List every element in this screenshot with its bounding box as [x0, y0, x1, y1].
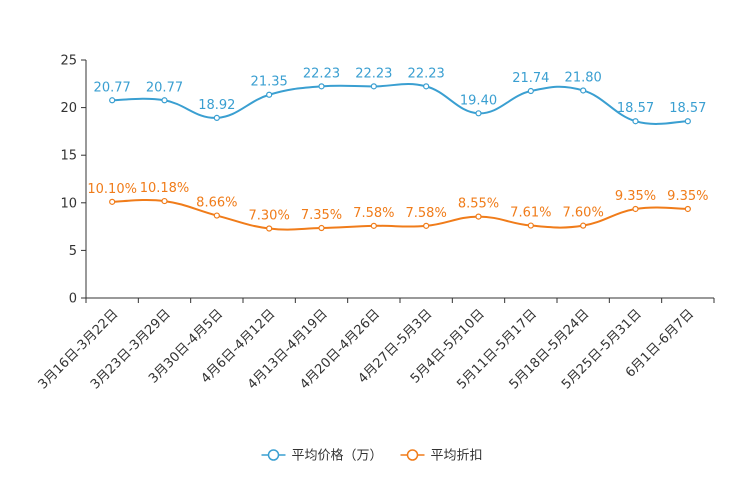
data-label: 7.58% [353, 206, 394, 221]
y-tick-label: 25 [60, 54, 77, 69]
discount-series-line [112, 199, 688, 231]
data-label: 18.57 [617, 101, 654, 116]
data-point[interactable] [109, 97, 116, 104]
data-label: 19.40 [460, 93, 497, 108]
data-label: 20.77 [146, 80, 183, 95]
data-point[interactable] [266, 225, 273, 232]
data-point[interactable] [632, 205, 639, 213]
y-tick-label: 10 [60, 196, 77, 211]
data-point[interactable] [632, 118, 639, 125]
data-label: 8.66% [196, 196, 237, 211]
discount-series: 10.10% 10.18% 8.66% 7.30% 7.35% 7.58% 7.58% 8.5… [87, 181, 708, 232]
chart-series: 20.77 20.77 18.92 21.35 22.23 22.23 22.23 19.40… [87, 66, 708, 232]
data-point[interactable] [475, 213, 482, 220]
data-label: 22.23 [303, 66, 340, 81]
data-point[interactable] [109, 198, 116, 205]
data-point[interactable] [318, 224, 325, 232]
data-label: 7.35% [301, 208, 342, 223]
data-point[interactable] [423, 222, 430, 229]
data-label: 10.18% [140, 181, 190, 196]
data-label: 7.60% [563, 206, 604, 221]
y-tick-label: 5 [69, 244, 77, 259]
data-point[interactable] [213, 212, 220, 219]
data-label: 22.23 [408, 66, 445, 81]
data-label: 9.35% [615, 189, 656, 204]
legend-marker-icon [267, 449, 280, 461]
data-label: 21.35 [251, 75, 288, 90]
data-point[interactable] [161, 97, 168, 104]
data-point[interactable] [684, 205, 691, 213]
data-point[interactable] [423, 83, 430, 90]
data-label: 7.61% [510, 206, 551, 221]
legend-label: 平均价格（万） [292, 448, 383, 464]
legend-item-discount[interactable]: 平均折扣 [400, 449, 483, 464]
data-point[interactable] [527, 222, 534, 229]
legend-item-price[interactable]: 平均价格（万） [261, 448, 383, 464]
data-label: 8.55% [458, 197, 499, 212]
y-tick-label: 15 [60, 149, 77, 164]
y-tick-label: 20 [60, 101, 77, 116]
data-point[interactable] [318, 83, 325, 90]
data-point[interactable] [266, 91, 273, 98]
data-point[interactable] [213, 114, 220, 121]
legend-marker-icon [406, 449, 419, 461]
data-label: 18.92 [198, 98, 235, 113]
data-point[interactable] [527, 87, 534, 95]
data-label: 7.58% [406, 206, 447, 221]
data-point[interactable] [580, 222, 587, 229]
data-label: 21.74 [512, 71, 549, 86]
data-label: 20.77 [94, 80, 131, 95]
data-point[interactable] [475, 110, 482, 117]
data-label: 7.30% [249, 209, 290, 224]
price-series: 20.77 20.77 18.92 21.35 22.23 22.23 22.23 19.40… [94, 66, 706, 125]
data-point[interactable] [370, 222, 377, 229]
legend-label: 平均折扣 [431, 449, 483, 464]
data-point[interactable] [580, 87, 587, 94]
data-label: 22.23 [355, 66, 392, 81]
data-point[interactable] [684, 118, 691, 125]
data-label: 9.35% [667, 189, 708, 204]
chart-legend[interactable]: 平均价格（万） 平均折扣 [261, 448, 483, 464]
y-tick-label: 0 [69, 292, 77, 307]
data-label: 10.10% [87, 182, 137, 197]
data-point[interactable] [370, 83, 377, 90]
data-label: 21.80 [565, 70, 602, 85]
data-label: 18.57 [669, 101, 706, 116]
data-point[interactable] [161, 197, 168, 205]
